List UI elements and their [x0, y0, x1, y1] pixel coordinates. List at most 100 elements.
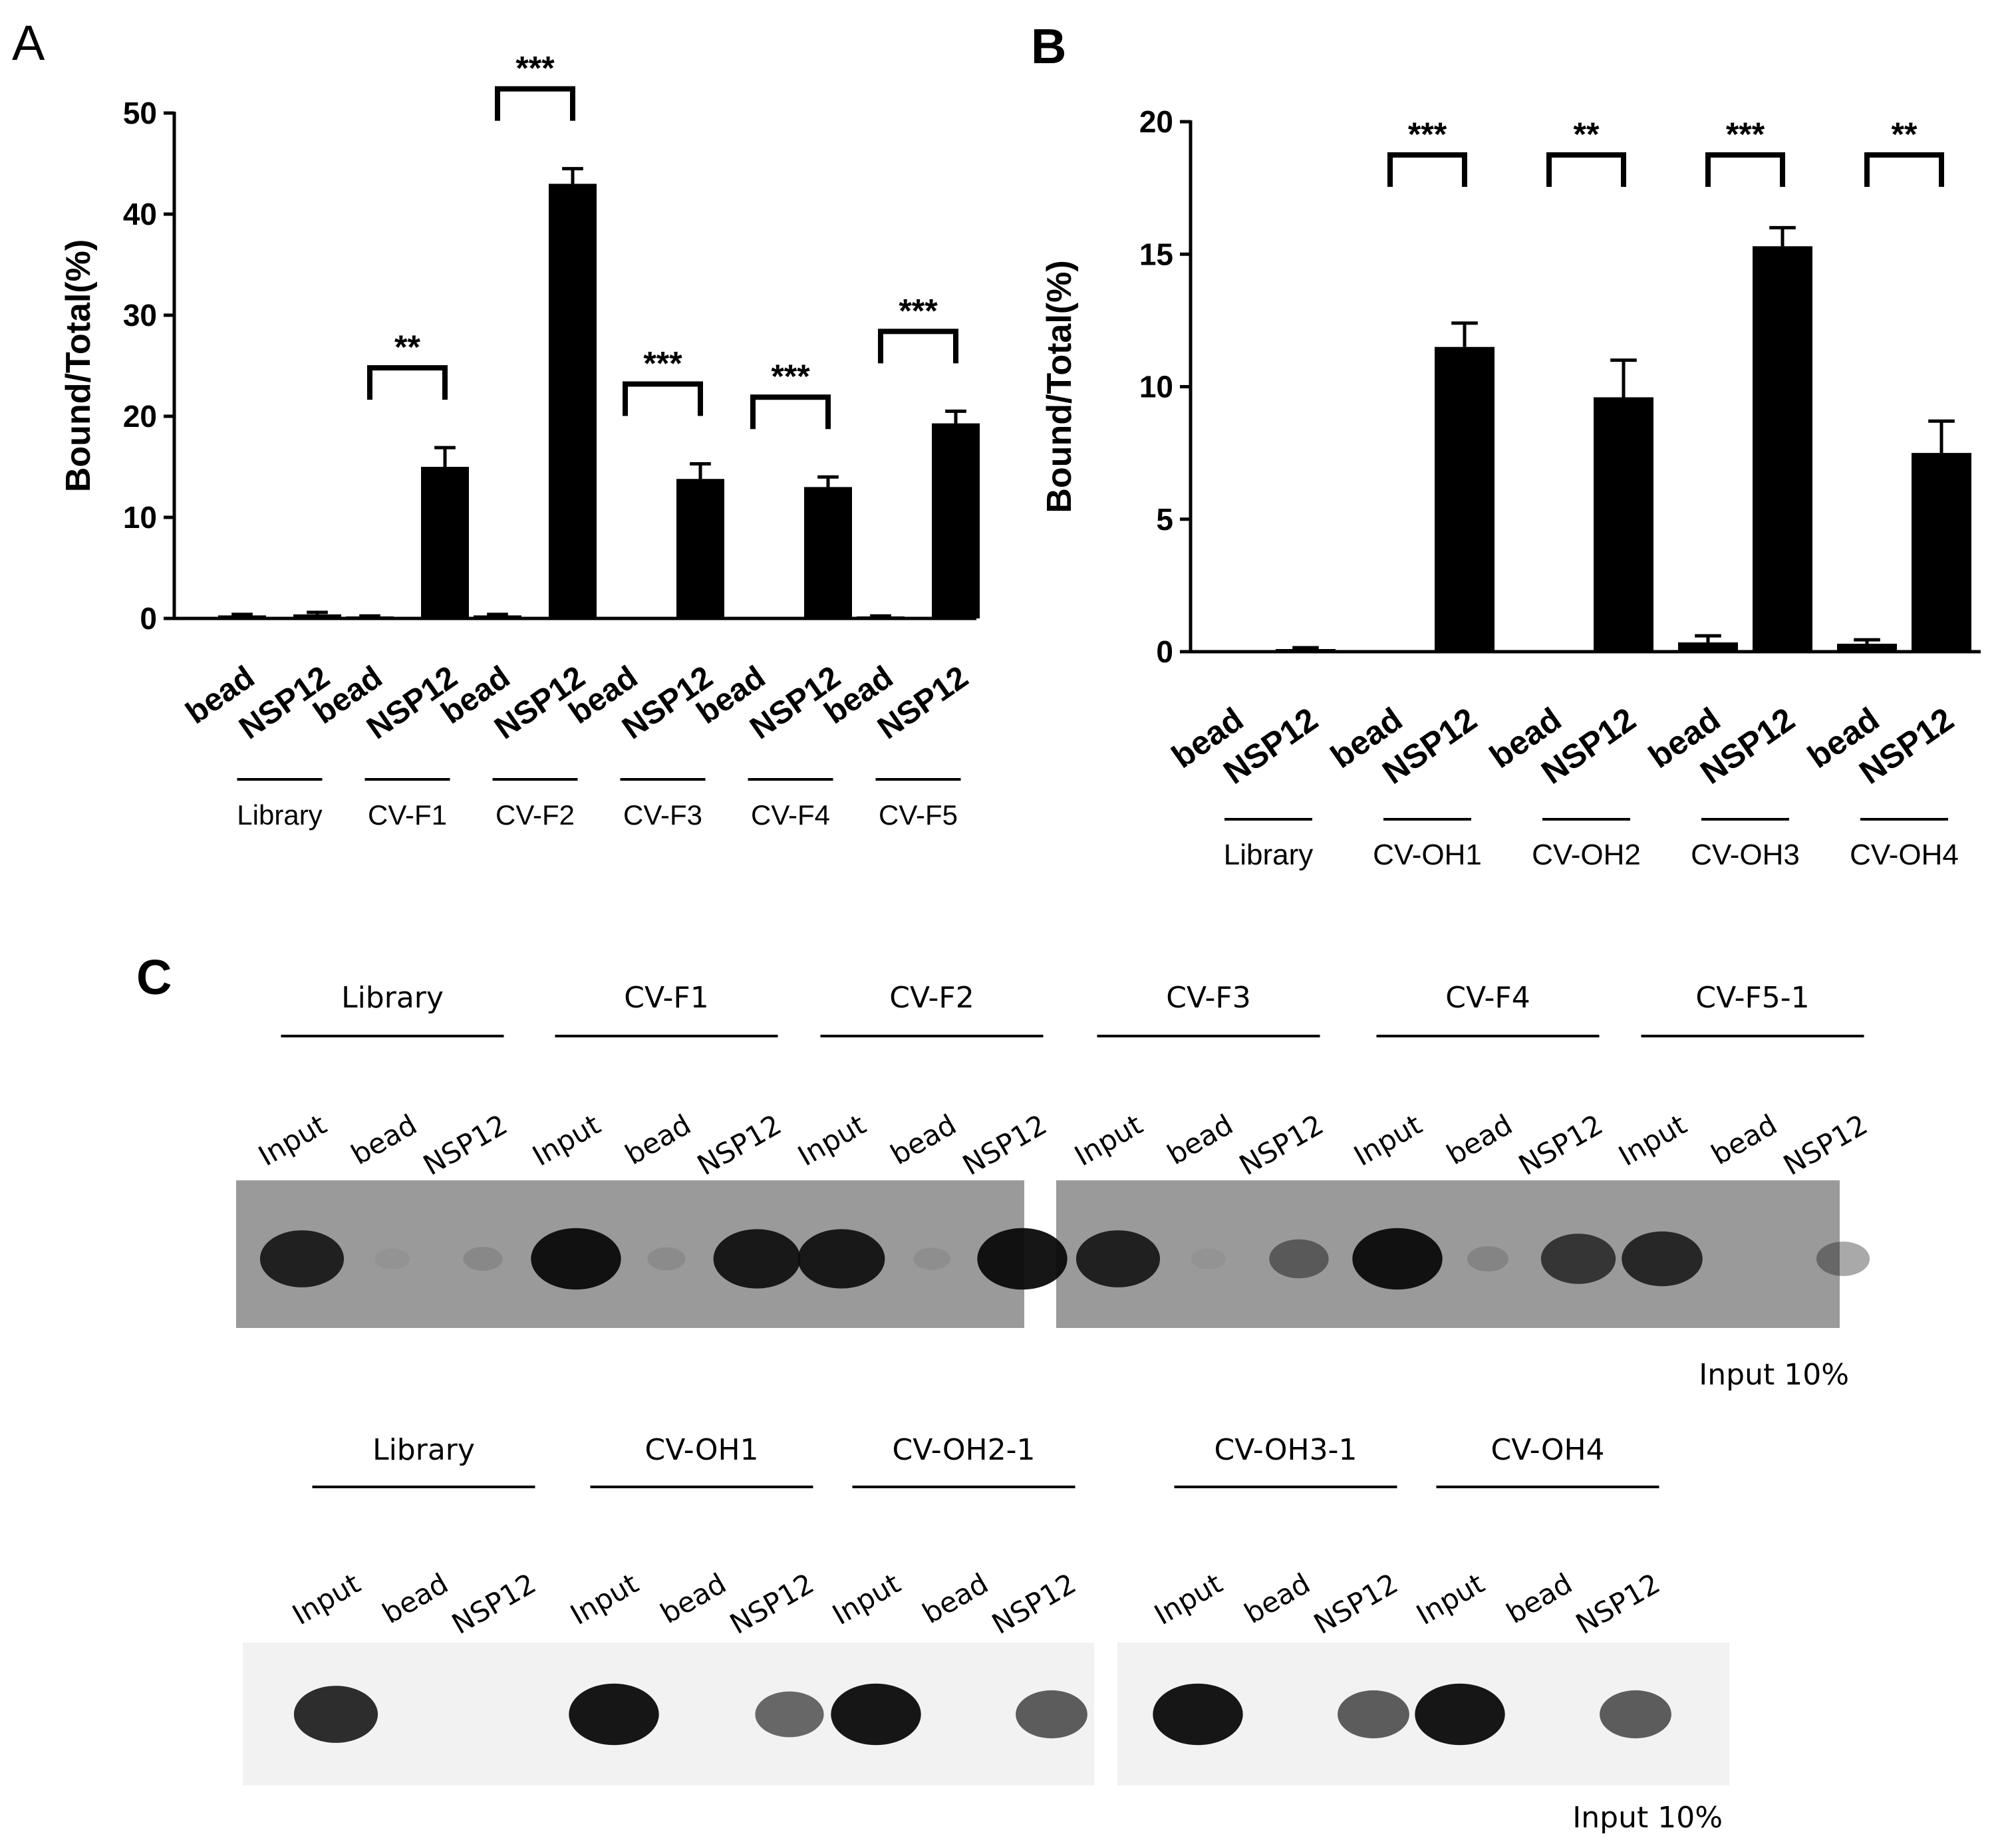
blot-bottom-band	[1600, 1690, 1671, 1739]
blot-top-lane-label: bead	[346, 1108, 422, 1171]
blot-top-lane-label: Input	[527, 1108, 606, 1172]
blot-bottom-lane-label: bead	[1239, 1567, 1316, 1630]
blot-top-lane-label: NSP12	[1234, 1108, 1329, 1182]
panel-b-significance-bracket	[1387, 152, 1467, 187]
panel-b-group-label: Library	[1224, 839, 1314, 871]
panel-a-significance-label: **	[394, 329, 420, 366]
panel-a-significance-bracket	[623, 381, 703, 416]
panel-b-bar	[1678, 642, 1738, 652]
blot-bottom-band	[569, 1683, 659, 1746]
panel-b-bar	[1753, 246, 1812, 652]
blot-bottom-group-label: CV-OH1	[644, 1433, 758, 1467]
blot-top-group-label: CV-F3	[1166, 981, 1250, 1015]
panel-b-bar	[1912, 453, 1971, 652]
blot-top-band	[463, 1246, 503, 1271]
blot-bottom-lane-label: Input	[1149, 1567, 1228, 1631]
blot-bottom-band	[1016, 1690, 1087, 1739]
panel-b-y-axis-label: Bound/Total(%)	[1040, 260, 1079, 513]
blot-top-band	[1467, 1246, 1508, 1272]
blot-bottom-lane-label: bead	[377, 1567, 454, 1630]
panel-a-y-tick-label: 20	[123, 399, 157, 434]
blot-bottom-input-note: Input 10%	[1572, 1801, 1723, 1835]
panel-b-y-tick-label: 5	[1156, 502, 1173, 537]
blot-top-band	[531, 1228, 621, 1290]
blot-top-band	[1622, 1231, 1703, 1287]
blot-top-group-label: CV-F1	[624, 981, 708, 1015]
panel-a-significance-bracket	[367, 365, 448, 400]
panel-a-significance-label: ***	[643, 344, 682, 382]
panel-b-y-tick-label: 10	[1139, 370, 1173, 404]
blot-bottom-membrane	[243, 1643, 1094, 1785]
blot-top-lane-label: bead	[1441, 1108, 1518, 1171]
panel-b-significance-label: ***	[1726, 116, 1765, 153]
panel-a-bar	[932, 423, 980, 618]
panel-c-letter: C	[136, 950, 172, 1005]
panel-a-significance-label: ***	[899, 292, 938, 329]
panel-a-group-label: CV-F1	[368, 799, 447, 831]
blot-top-lane-label: NSP12	[957, 1108, 1052, 1182]
blot-top-group-label: Library	[341, 981, 444, 1015]
blot-bottom-lane-label: NSP12	[724, 1567, 819, 1641]
panel-b-y-tick-label: 0	[1156, 634, 1173, 669]
panel-b-letter: B	[1031, 19, 1066, 74]
panel-a-bar	[474, 615, 521, 618]
panel-a-group-label: CV-F5	[879, 799, 958, 831]
blot-top-group-label: CV-F2	[889, 981, 974, 1015]
blot-top-lane-label: bead	[885, 1108, 962, 1171]
panel-a-y-tick-label: 0	[140, 601, 157, 636]
panel-a-group-label: Library	[237, 799, 322, 831]
blot-bottom-band	[293, 1686, 378, 1743]
panel-b-group-label: CV-OH3	[1691, 839, 1800, 871]
panel-b-y-tick-label: 20	[1139, 104, 1173, 139]
panel-a-group-label: CV-F3	[623, 799, 702, 831]
blot-top-band	[1269, 1239, 1329, 1279]
blot-top-lane-label: bead	[620, 1108, 696, 1171]
blot-top-lane-label: Input	[1348, 1108, 1427, 1172]
panel-b-group-label: CV-OH2	[1532, 839, 1641, 871]
panel-a-significance-label: ***	[515, 50, 555, 87]
blot-top-lane-label: bead	[1706, 1108, 1783, 1171]
blot-top-lane-label: Input	[792, 1108, 871, 1172]
panel-a-letter: A	[12, 15, 45, 70]
panel-a-chart: 01020304050Bound/Total(%)beadNSP12beadNS…	[59, 50, 980, 831]
panel-b-group-label: CV-OH4	[1850, 839, 1959, 871]
blot-top-group-label: CV-F5-1	[1695, 981, 1809, 1015]
panel-a-bar	[804, 487, 852, 618]
panel-b-significance-bracket	[1546, 152, 1626, 187]
panel-a-bar	[676, 479, 724, 618]
blot-bottom-lane-label: Input	[565, 1567, 644, 1631]
panel-b-group-label: CV-OH1	[1373, 839, 1482, 871]
blot-top-band	[913, 1248, 950, 1270]
blot-bottom-lane-label: bead	[1501, 1567, 1578, 1630]
blot-bottom-band	[831, 1683, 921, 1746]
blot-top-lane-label: Input	[1069, 1108, 1148, 1172]
blot-top-membrane	[236, 1180, 1024, 1328]
panel-a-group-label: CV-F4	[751, 799, 830, 831]
panel-b-bar	[1837, 644, 1897, 652]
panel-b-significance-label: ***	[1408, 116, 1447, 153]
blot-top-lane-label: Input	[1613, 1108, 1692, 1172]
blot-top-lane-label: Input	[253, 1108, 332, 1172]
panel-b-significance-bracket	[1864, 152, 1944, 187]
panel-a-group-label: CV-F2	[496, 799, 575, 831]
blot-bottom-lane-label: NSP12	[1308, 1567, 1403, 1641]
blot-top-band	[977, 1228, 1068, 1290]
blot-bottom-lane-label: NSP12	[986, 1567, 1081, 1641]
blot-top-band	[374, 1248, 410, 1269]
panel-a-bar	[549, 184, 597, 618]
blot-top-lane-label: NSP12	[418, 1108, 513, 1182]
panel-b-significance-bracket	[1705, 152, 1785, 187]
panel-a-y-tick-label: 30	[123, 298, 157, 332]
blot-bottom-lane-label: Input	[1411, 1567, 1490, 1631]
blot-top-lane-label: NSP12	[1778, 1108, 1873, 1182]
panel-a-y-tick-label: 40	[123, 197, 157, 231]
panel-b-significance-label: **	[1574, 116, 1600, 153]
blot-top-band	[1540, 1234, 1616, 1284]
blot-bottom-lane-label: Input	[827, 1567, 906, 1631]
blot-top-band	[1352, 1228, 1443, 1290]
panel-b-significance-label: **	[1892, 116, 1918, 153]
